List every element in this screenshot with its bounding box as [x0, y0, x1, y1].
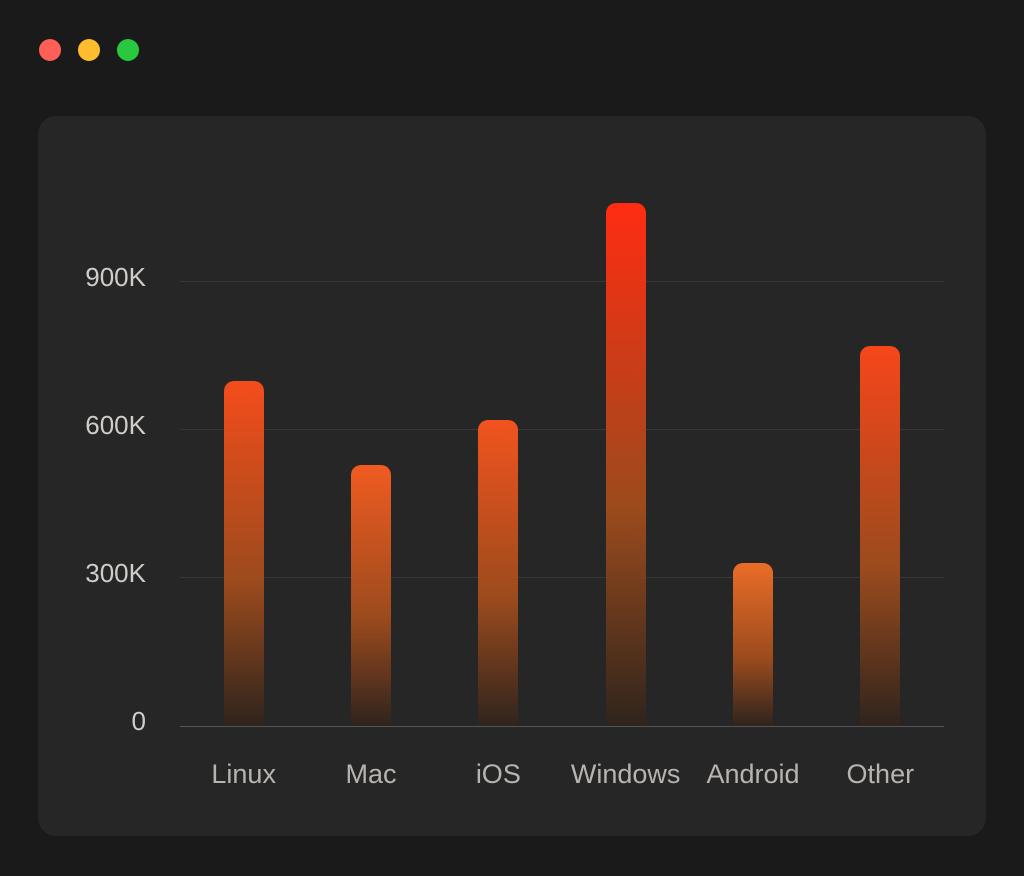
traffic-light-close[interactable] — [39, 39, 61, 61]
gridline — [180, 576, 944, 578]
chart-card: 900K 600K 300K 0 Linux Mac iOS Windows Android Ot… — [38, 116, 986, 836]
x-axis-label-linux: Linux — [211, 759, 276, 789]
y-axis-tick-label: 300K — [85, 557, 146, 588]
y-axis-tick-label: 0 — [131, 706, 146, 736]
traffic-light-minimize[interactable] — [78, 39, 100, 61]
x-axis-label-other: Other — [846, 759, 915, 789]
y-axis-tick-label: 900K — [85, 261, 146, 292]
y-axis-tick-label: 600K — [85, 409, 146, 440]
bar-ios — [478, 420, 519, 726]
x-axis-label-android: Android — [706, 759, 800, 789]
gridline — [180, 280, 944, 282]
bar-linux — [223, 380, 264, 726]
bar-mac — [351, 464, 391, 726]
window-traffic-lights — [39, 39, 139, 61]
x-axis-label-windows: Windows — [570, 759, 681, 789]
traffic-light-zoom[interactable] — [117, 39, 139, 61]
x-axis-label-mac: Mac — [345, 759, 397, 789]
plot-area: 900K 600K 300K 0 Linux Mac iOS Windows Android Ot… — [85, 166, 944, 789]
x-axis-label-ios: iOS — [475, 759, 521, 789]
gridline — [180, 428, 944, 430]
bar-android — [733, 563, 773, 726]
bar-other — [860, 346, 901, 726]
bar-windows — [605, 203, 646, 726]
